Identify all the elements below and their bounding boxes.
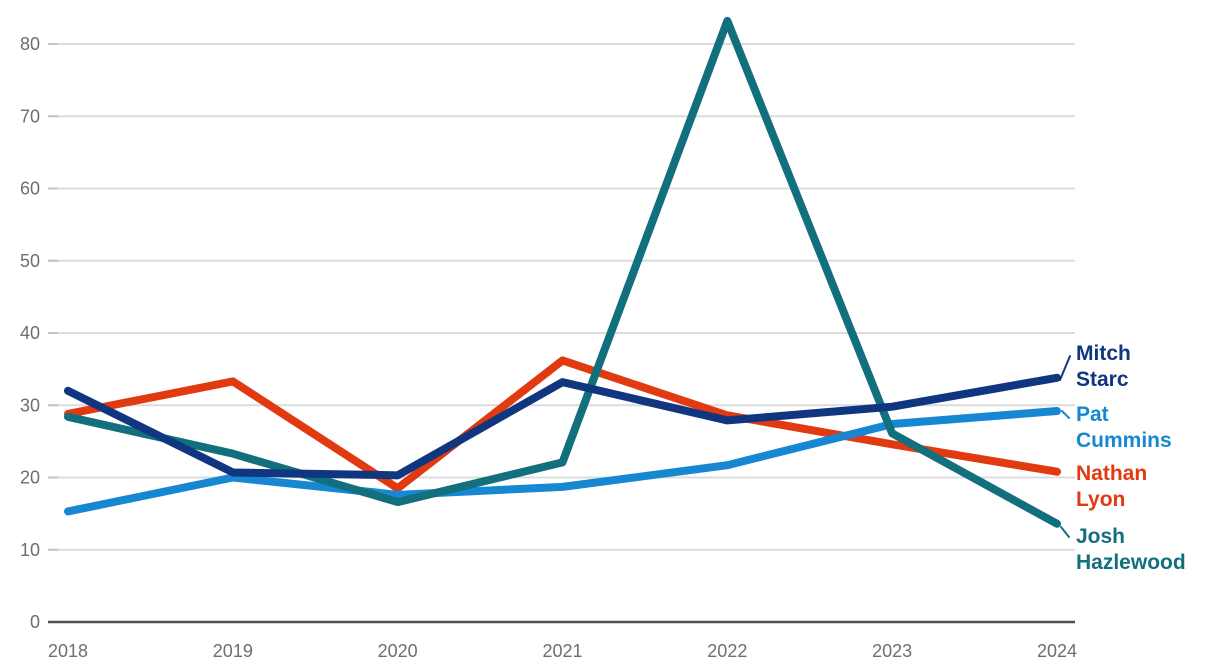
x-tick-label: 2020 [378,641,418,661]
y-tick-label: 60 [20,179,40,199]
y-tick-label: 30 [20,395,40,415]
series-lines-group [64,16,1061,528]
series-line-nathan-lyon [64,356,1061,493]
y-tick-label: 0 [30,612,40,632]
x-tick-label: 2019 [213,641,253,661]
x-tick-label: 2021 [542,641,582,661]
label-connectors-group [1059,355,1071,538]
series-line-mitch-starc [64,373,1061,480]
label-connector [1059,355,1071,381]
y-tick-label: 20 [20,468,40,488]
x-tick-label: 2018 [48,641,88,661]
y-tick-label: 10 [20,540,40,560]
label-connector [1061,410,1070,419]
y-tick-label: 70 [20,106,40,126]
gridlines-group [48,43,1075,624]
x-tick-label: 2022 [707,641,747,661]
x-tick-labels-group: 2018 2019 2020 2021 2022 2023 2024 [48,641,1077,661]
y-tick-label: 80 [20,34,40,54]
y-tick-label: 40 [20,323,40,343]
label-connector [1060,526,1070,538]
y-tick-labels-group: 0 10 20 30 40 50 60 70 80 [20,34,40,632]
x-tick-label: 2024 [1037,641,1077,661]
x-tick-label: 2023 [872,641,912,661]
y-tick-label: 50 [20,251,40,271]
series-line-josh-hazlewood [64,16,1061,528]
